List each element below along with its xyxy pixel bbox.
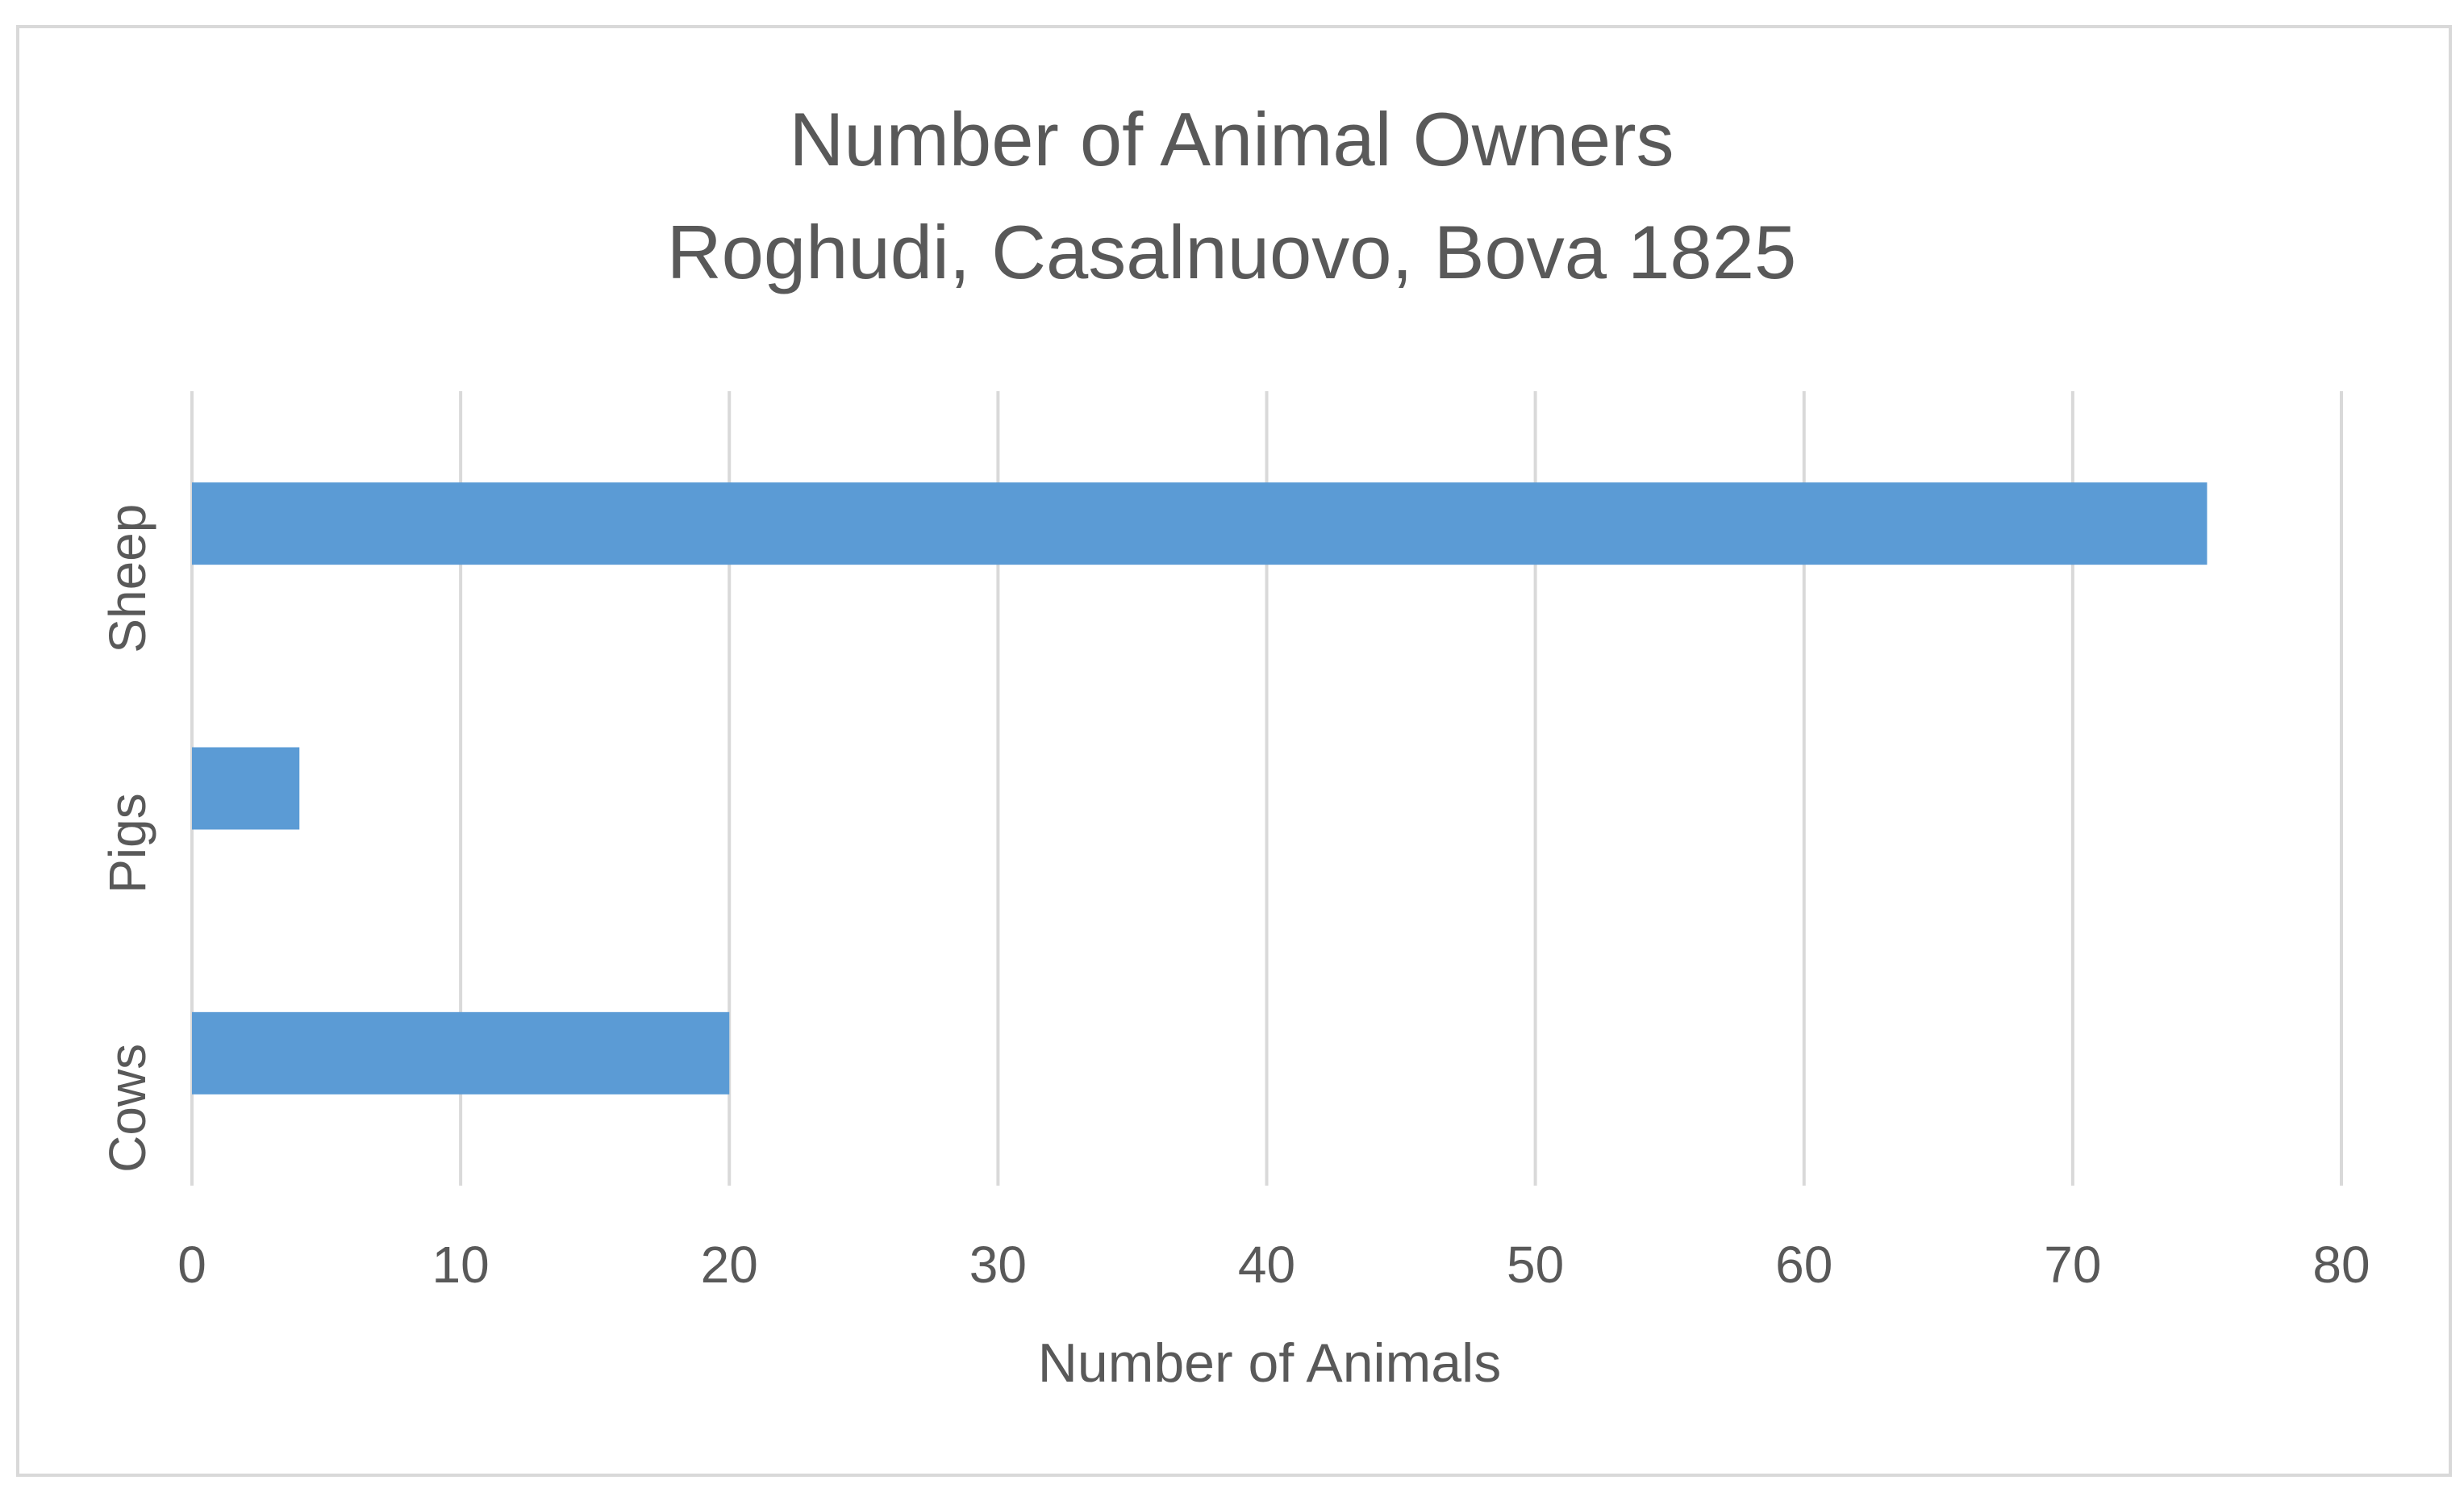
chart-subtitle: Roghudi, Casalnuovo, Bova 1825	[667, 210, 1797, 294]
x-axis-ticks: 0 10 20 30 40 50 60 70 80	[177, 1236, 2370, 1294]
bar-cows	[192, 1011, 730, 1094]
x-tick-label: 70	[2044, 1236, 2101, 1294]
x-tick-label: 20	[701, 1236, 758, 1294]
x-tick-label: 10	[432, 1236, 490, 1294]
x-axis-title: Number of Animals	[1038, 1332, 1501, 1394]
x-tick-label: 80	[2312, 1236, 2370, 1294]
x-tick-label: 40	[1238, 1236, 1295, 1294]
x-tick-label: 30	[969, 1236, 1027, 1294]
y-category-label: Sheep	[98, 504, 156, 653]
chart-title: Number of Animal Owners	[789, 97, 1674, 181]
x-tick-label: 60	[1775, 1236, 1832, 1294]
y-category-label: Cows	[98, 1044, 156, 1173]
y-category-label: Pigs	[98, 793, 156, 894]
y-axis-categories: Cows Pigs Sheep	[98, 504, 156, 1173]
bar-sheep	[192, 482, 2208, 565]
bar-pigs	[192, 747, 300, 830]
chart-frame	[16, 25, 2452, 1477]
x-tick-label: 50	[1507, 1236, 1564, 1294]
bars	[192, 482, 2208, 1094]
x-tick-label: 0	[177, 1236, 206, 1294]
